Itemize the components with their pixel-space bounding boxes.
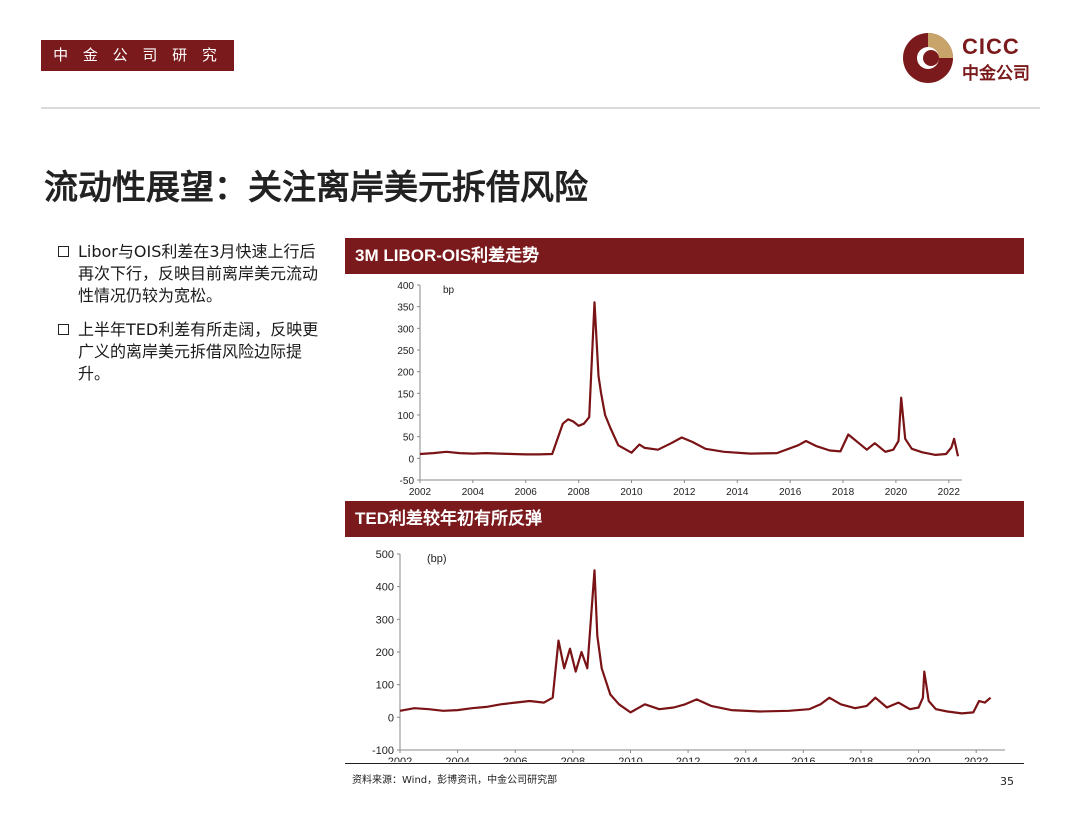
footer-divider xyxy=(345,763,1024,764)
libor-ois-chart: -50 0 50 100 150 200 250 300 350 400 2002 2004 2006 2… xyxy=(397,281,962,498)
chart2-x-tick-label: 2012 xyxy=(676,756,700,762)
cicc-logo: CICC 中金公司 xyxy=(900,30,1050,86)
slide-title: 流动性展望：关注离岸美元拆借风险 xyxy=(44,168,588,208)
chart1-x-tick-label: 2018 xyxy=(832,487,855,498)
bullet-text: 上半年TED利差有所走阔，反映更广义的离岸美元拆借风险边际提升。 xyxy=(78,320,319,383)
chart1-x-tick-label: 2022 xyxy=(938,487,961,498)
ted-spread-chart: -100 0 100 200 300 400 500 2002 2004 2006 2008 2010… xyxy=(372,549,1005,762)
chart2-x-tick-label: 2008 xyxy=(561,756,585,762)
chart1-x-tick-label: 2014 xyxy=(726,487,749,498)
chart1-y-tick-label: 150 xyxy=(397,389,414,400)
chart2-title: TED利差较年初有所反弹 xyxy=(345,501,1024,537)
chart2-x-tick-label: 2004 xyxy=(445,756,469,762)
square-bullet-icon xyxy=(58,324,69,335)
chart2-x-tick-label: 2020 xyxy=(906,756,930,762)
page-number: 35 xyxy=(1000,775,1014,788)
bullet-list: Libor与OIS利差在3月快速上行后再次下行，反映目前离岸美元流动性情况仍较为… xyxy=(58,241,328,397)
chart2-y-tick-label: 400 xyxy=(376,582,394,594)
chart2-y-tick-label: 100 xyxy=(376,680,394,692)
square-bullet-icon xyxy=(58,246,69,257)
chart1-x-tick-label: 2006 xyxy=(515,487,538,498)
bullet-text: Libor与OIS利差在3月快速上行后再次下行，反映目前离岸美元流动性情况仍较为… xyxy=(78,242,319,305)
chart1-y-tick-label: 400 xyxy=(397,281,414,292)
chart1-y-tick-label: 0 xyxy=(408,454,414,465)
chart2-x-tick-label: 2010 xyxy=(618,756,642,762)
chart2-x-tick-label: 2016 xyxy=(791,756,815,762)
chart1-y-tick-label: 250 xyxy=(397,346,414,357)
chart1-x-tick-label: 2012 xyxy=(673,487,696,498)
chart1-x-tick-label: 2002 xyxy=(409,487,432,498)
chart2-x-tick-label: 2006 xyxy=(503,756,527,762)
chart1-y-tick-label: 100 xyxy=(397,411,414,422)
chart2-x-tick-label: 2014 xyxy=(733,756,757,762)
chart1-y-tick-label: -50 xyxy=(400,476,415,487)
chart1-y-tick-label: 50 xyxy=(403,433,415,444)
chart1-x-tick-label: 2004 xyxy=(462,487,485,498)
chart1-y-tick-label: 300 xyxy=(397,324,414,335)
bullet-item: 上半年TED利差有所走阔，反映更广义的离岸美元拆借风险边际提升。 xyxy=(58,319,328,385)
chart2-series-line xyxy=(399,569,992,715)
logo-chinese: 中金公司 xyxy=(962,64,1030,84)
logo-english: CICC xyxy=(962,34,1020,59)
chart2-y-unit-label: (bp) xyxy=(427,553,447,565)
cicc-logo-icon xyxy=(903,33,953,83)
chart1-x-tick-label: 2020 xyxy=(885,487,908,498)
chart2-y-tick-label: 200 xyxy=(376,647,394,659)
source-note: 资料来源：Wind，彭博资讯，中金公司研究部 xyxy=(352,775,558,786)
chart1-y-unit-label: bp xyxy=(443,285,455,296)
chart1-y-tick-label: 200 xyxy=(397,368,414,379)
chart1-y-tick-label: 350 xyxy=(397,303,414,314)
chart1-x-tick-label: 2016 xyxy=(779,487,802,498)
chart2-y-tick-label: 0 xyxy=(388,712,394,724)
chart1-x-tick-label: 2010 xyxy=(620,487,643,498)
department-badge: 中 金 公 司 研 究 部 xyxy=(41,40,234,95)
chart2-x-tick-label: 2022 xyxy=(964,756,988,762)
chart2-y-tick-label: 300 xyxy=(376,614,394,626)
chart2-x-tick-label: 2002 xyxy=(388,756,412,762)
header-divider xyxy=(41,107,1040,109)
chart2-y-tick-label: -100 xyxy=(372,745,394,757)
chart1-x-tick-label: 2008 xyxy=(568,487,591,498)
chart1-title: 3M LIBOR-OIS利差走势 xyxy=(345,238,1024,274)
chart1-series-line xyxy=(419,301,960,457)
chart2-y-tick-label: 500 xyxy=(376,549,394,561)
chart2-x-tick-label: 2018 xyxy=(849,756,873,762)
bullet-item: Libor与OIS利差在3月快速上行后再次下行，反映目前离岸美元流动性情况仍较为… xyxy=(58,241,328,307)
